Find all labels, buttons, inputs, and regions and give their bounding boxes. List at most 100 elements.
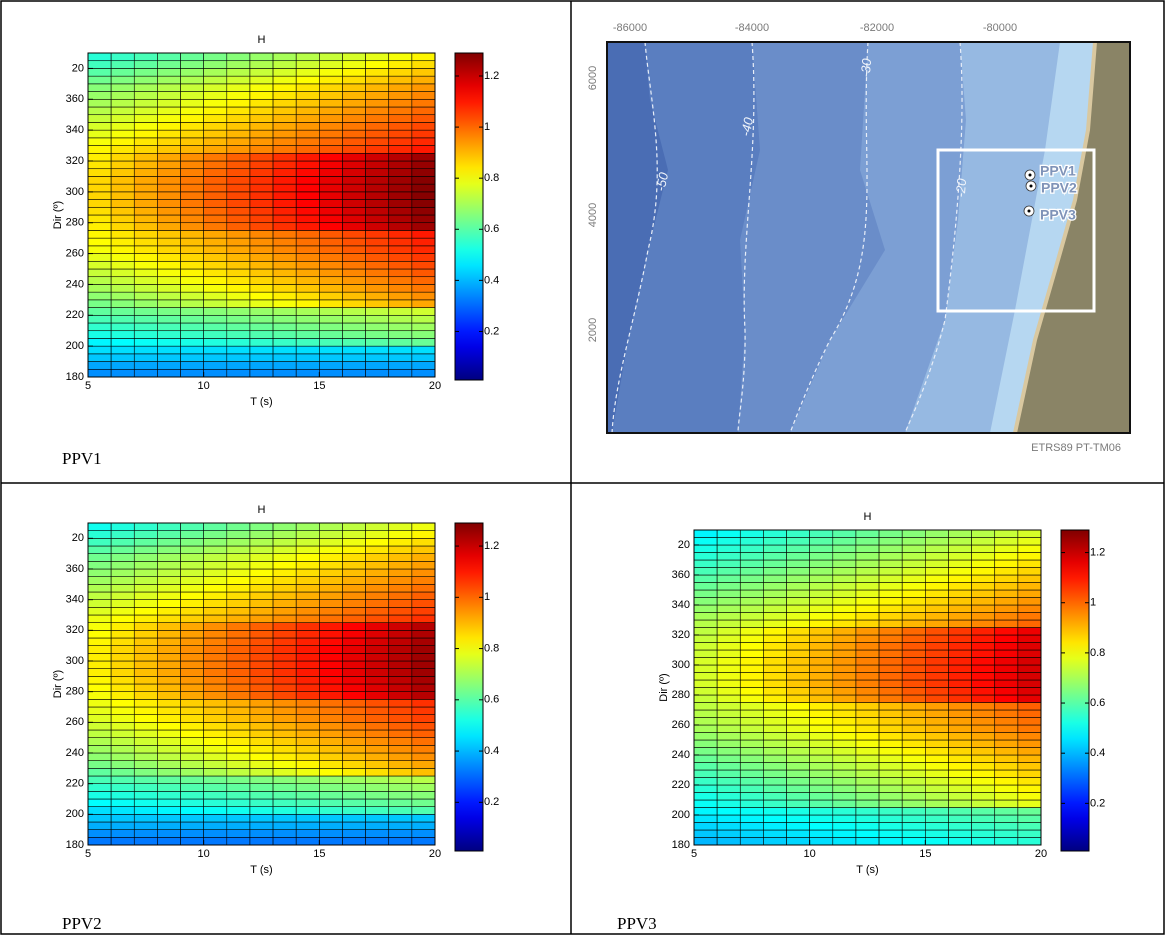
cell xyxy=(342,607,365,615)
cell xyxy=(412,799,435,807)
cell xyxy=(366,837,389,845)
cell xyxy=(389,369,412,377)
cell xyxy=(342,814,365,822)
cell xyxy=(412,215,435,223)
cell xyxy=(389,523,412,531)
cell xyxy=(111,684,134,692)
cell xyxy=(995,658,1018,666)
cell xyxy=(879,800,902,808)
cell xyxy=(810,583,833,591)
cell xyxy=(296,369,319,377)
cell xyxy=(204,215,227,223)
cell xyxy=(1018,658,1041,666)
cell xyxy=(296,546,319,554)
cell xyxy=(250,261,273,269)
cell xyxy=(948,830,971,838)
cell xyxy=(717,785,740,793)
cell xyxy=(88,630,111,638)
cell xyxy=(319,269,342,277)
cell xyxy=(694,665,717,673)
cell xyxy=(925,553,948,561)
cell xyxy=(366,753,389,761)
cell xyxy=(296,76,319,84)
cell xyxy=(948,695,971,703)
cell xyxy=(787,763,810,771)
cell xyxy=(250,138,273,146)
cell xyxy=(856,733,879,741)
cell xyxy=(227,269,250,277)
cell xyxy=(1018,538,1041,546)
cell xyxy=(879,688,902,696)
cell xyxy=(204,554,227,562)
cell xyxy=(856,823,879,831)
cell xyxy=(296,577,319,585)
cell xyxy=(740,613,763,621)
cell xyxy=(389,323,412,331)
cell xyxy=(157,207,180,215)
cell xyxy=(111,146,134,154)
cell xyxy=(810,665,833,673)
cell xyxy=(810,590,833,598)
cell xyxy=(412,692,435,700)
cell xyxy=(296,292,319,300)
cell xyxy=(810,658,833,666)
cell xyxy=(319,538,342,546)
cell xyxy=(296,269,319,277)
cell xyxy=(319,92,342,100)
cell xyxy=(111,638,134,646)
cell xyxy=(833,643,856,651)
cell xyxy=(227,707,250,715)
cell xyxy=(902,538,925,546)
cell xyxy=(227,99,250,107)
cell xyxy=(948,538,971,546)
colorbar-tick-label: 1.2 xyxy=(1090,546,1105,558)
cell xyxy=(763,695,786,703)
cell xyxy=(319,362,342,370)
cell xyxy=(740,778,763,786)
cell xyxy=(810,568,833,576)
cell xyxy=(111,354,134,362)
cell xyxy=(273,346,296,354)
cell xyxy=(879,643,902,651)
cell xyxy=(319,615,342,623)
cell xyxy=(204,592,227,600)
cell xyxy=(250,354,273,362)
cell xyxy=(111,692,134,700)
cell xyxy=(204,630,227,638)
cell xyxy=(1018,545,1041,553)
cell xyxy=(181,169,204,177)
cell xyxy=(879,815,902,823)
cell xyxy=(134,223,157,231)
cell xyxy=(319,138,342,146)
cell xyxy=(902,695,925,703)
colorbar-tick-label: 1 xyxy=(1090,597,1096,609)
cell xyxy=(319,200,342,208)
contour-label: -20 xyxy=(953,177,970,198)
cell xyxy=(273,184,296,192)
cell xyxy=(111,230,134,238)
cell xyxy=(366,830,389,838)
caption: PPV1 xyxy=(62,449,102,468)
cell xyxy=(204,323,227,331)
cell xyxy=(111,153,134,161)
cell xyxy=(694,680,717,688)
cell xyxy=(925,710,948,718)
cell xyxy=(856,568,879,576)
cell xyxy=(111,331,134,339)
cell xyxy=(810,770,833,778)
cell xyxy=(389,577,412,585)
cell xyxy=(717,560,740,568)
cell xyxy=(134,837,157,845)
cell xyxy=(948,643,971,651)
cell xyxy=(111,76,134,84)
cell xyxy=(157,607,180,615)
cell xyxy=(319,561,342,569)
cell xyxy=(134,68,157,76)
cell xyxy=(273,653,296,661)
cell xyxy=(366,115,389,123)
cell xyxy=(296,791,319,799)
cell xyxy=(902,793,925,801)
cell xyxy=(250,200,273,208)
cell xyxy=(902,628,925,636)
cell xyxy=(342,577,365,585)
